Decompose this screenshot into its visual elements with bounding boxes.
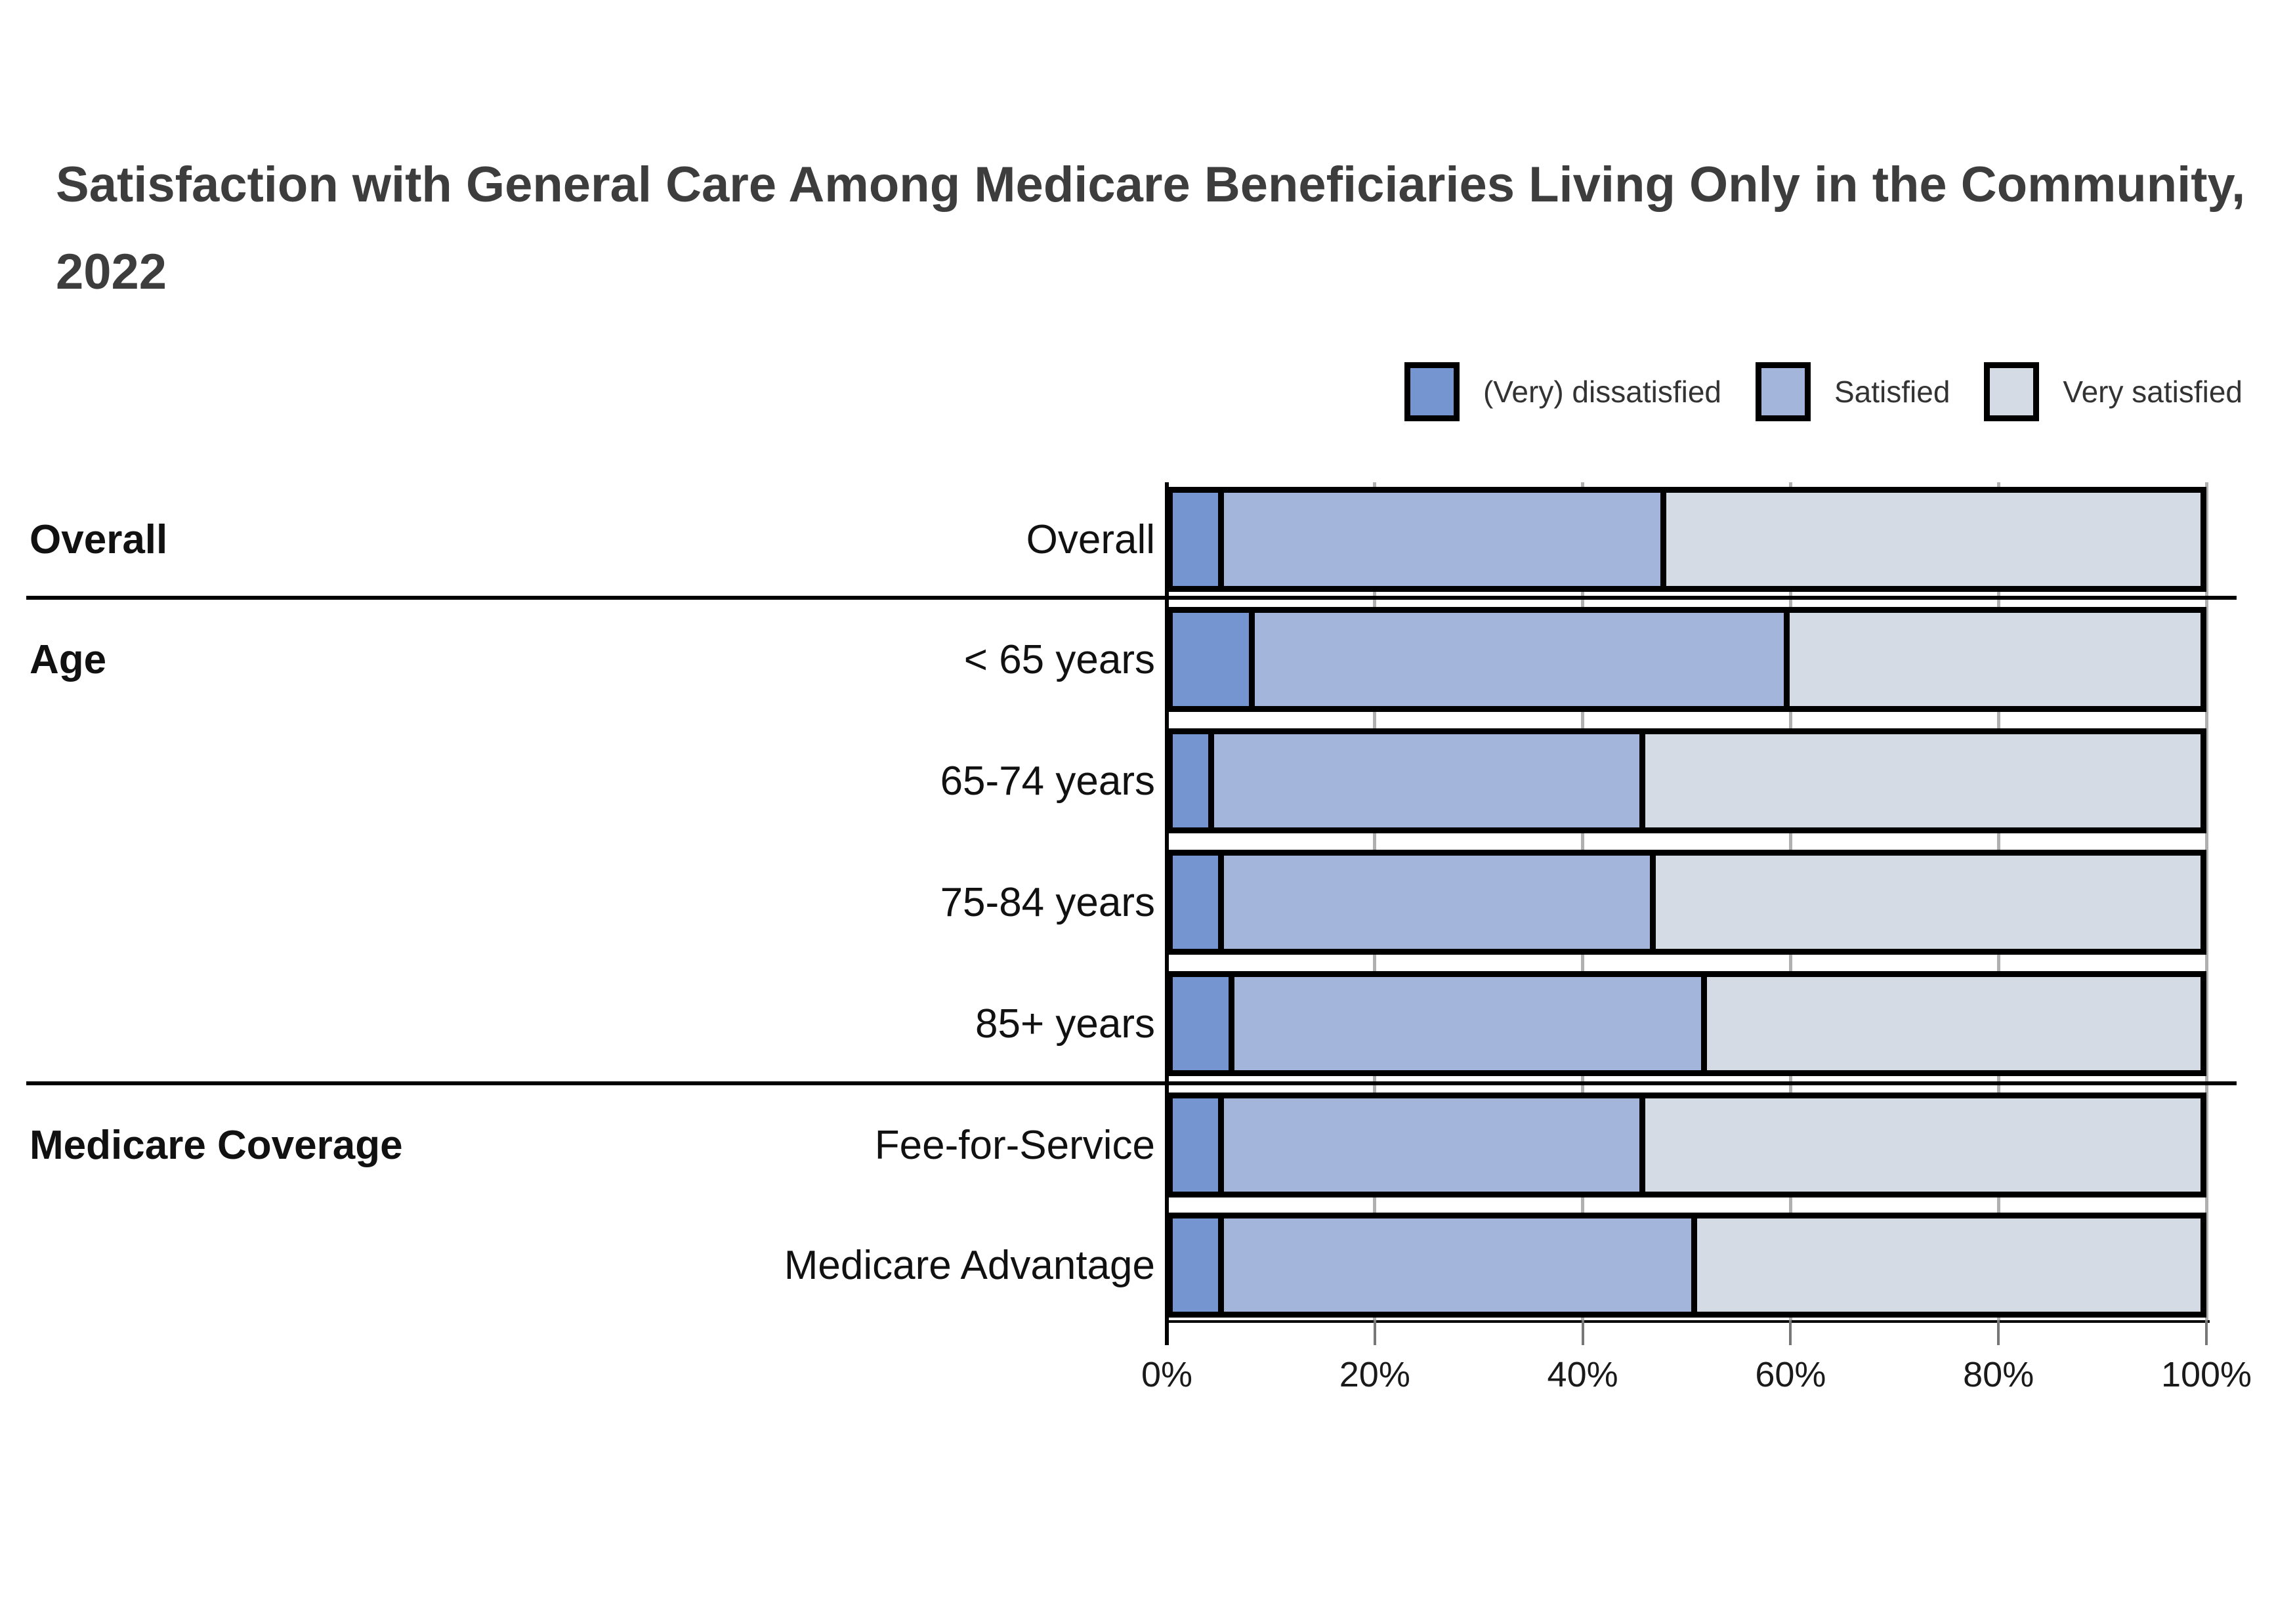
legend-item-very-satisfied: Very satisfied [1984,362,2242,421]
bar-segment--very-dissatisfied [1173,613,1255,706]
row-label-medicare-advantage: Medicare Advantage [784,1242,1155,1288]
bar-segment-satisfied [1255,613,1790,706]
bar-segment-satisfied [1224,856,1656,949]
legend-swatch-dissatisfied-icon [1404,362,1460,421]
legend-label-dissatisfied: (Very) dissatisfied [1483,375,1721,409]
bar-segment-satisfied [1224,1098,1646,1192]
x-tick-label-60: 60% [1755,1355,1826,1394]
bar-fee-for-service [1167,1093,2206,1197]
legend-label-satisfied: Satisfied [1834,375,1950,409]
x-tick-label-0: 0% [1141,1355,1193,1394]
group-separator [26,1081,2237,1085]
bar-segment-very-satisfied [1789,613,2200,706]
x-tick-40 [1581,1320,1584,1345]
group-label-age: Age [30,636,107,682]
bar-segment-satisfied [1213,734,1646,827]
bar--65-years [1167,607,2206,712]
bar-75-84-years [1167,850,2206,955]
group-separator [26,596,2237,600]
x-tick-label-40: 40% [1547,1355,1618,1394]
bar-segment--very-dissatisfied [1173,977,1234,1070]
row-label--65-years: < 65 years [963,636,1155,682]
group-label-medicare-coverage: Medicare Coverage [30,1122,403,1168]
bar-segment-very-satisfied [1645,1098,2200,1192]
legend-swatch-satisfied-icon [1755,362,1811,421]
legend: (Very) dissatisfied Satisfied Very satis… [1404,362,2242,421]
bar-segment-very-satisfied [1707,977,2200,1070]
bar-segment-satisfied [1224,493,1666,586]
x-tick-label-80: 80% [1963,1355,2034,1394]
bar-segment--very-dissatisfied [1173,1218,1225,1312]
legend-swatch-very-satisfied-icon [1984,362,2040,421]
x-tick-label-100: 100% [2160,1355,2252,1394]
x-tick-20 [1373,1320,1376,1345]
bar-segment--very-dissatisfied [1173,856,1225,949]
bar-segment--very-dissatisfied [1173,1098,1225,1192]
bar-segment-satisfied [1234,977,1708,1070]
bar-segment-very-satisfied [1666,493,2200,586]
x-tick-0 [1166,1320,1168,1345]
row-label-overall: Overall [1026,516,1155,562]
gridline-100 [2204,482,2208,1320]
bar-medicare-advantage [1167,1213,2206,1318]
bar-segment-satisfied [1224,1218,1697,1312]
bar-overall [1167,487,2206,592]
legend-item-dissatisfied: (Very) dissatisfied [1404,362,1721,421]
group-label-overall: Overall [30,516,168,562]
chart-title: Satisfaction with General Care Among Med… [56,157,2246,300]
x-tick-label-20: 20% [1339,1355,1410,1394]
bar-85-years [1167,971,2206,1076]
row-label-85-years: 85+ years [975,1001,1155,1047]
bar-segment-very-satisfied [1645,734,2200,827]
row-label-fee-for-service: Fee-for-Service [874,1122,1155,1168]
x-tick-100 [2205,1320,2208,1345]
row-label-75-84-years: 75-84 years [940,879,1155,925]
bar-segment--very-dissatisfied [1173,493,1225,586]
bar-segment--very-dissatisfied [1173,734,1214,827]
row-label-65-74-years: 65-74 years [940,758,1155,804]
legend-label-very-satisfied: Very satisfied [2063,375,2242,409]
y-axis-line [1165,482,1169,1345]
bar-65-74-years [1167,728,2206,833]
bar-segment-very-satisfied [1696,1218,2200,1312]
bar-segment-very-satisfied [1656,856,2200,949]
x-axis-line [1165,1320,2210,1323]
legend-item-satisfied: Satisfied [1755,362,1950,421]
x-tick-80 [1997,1320,2000,1345]
x-tick-60 [1789,1320,1792,1345]
